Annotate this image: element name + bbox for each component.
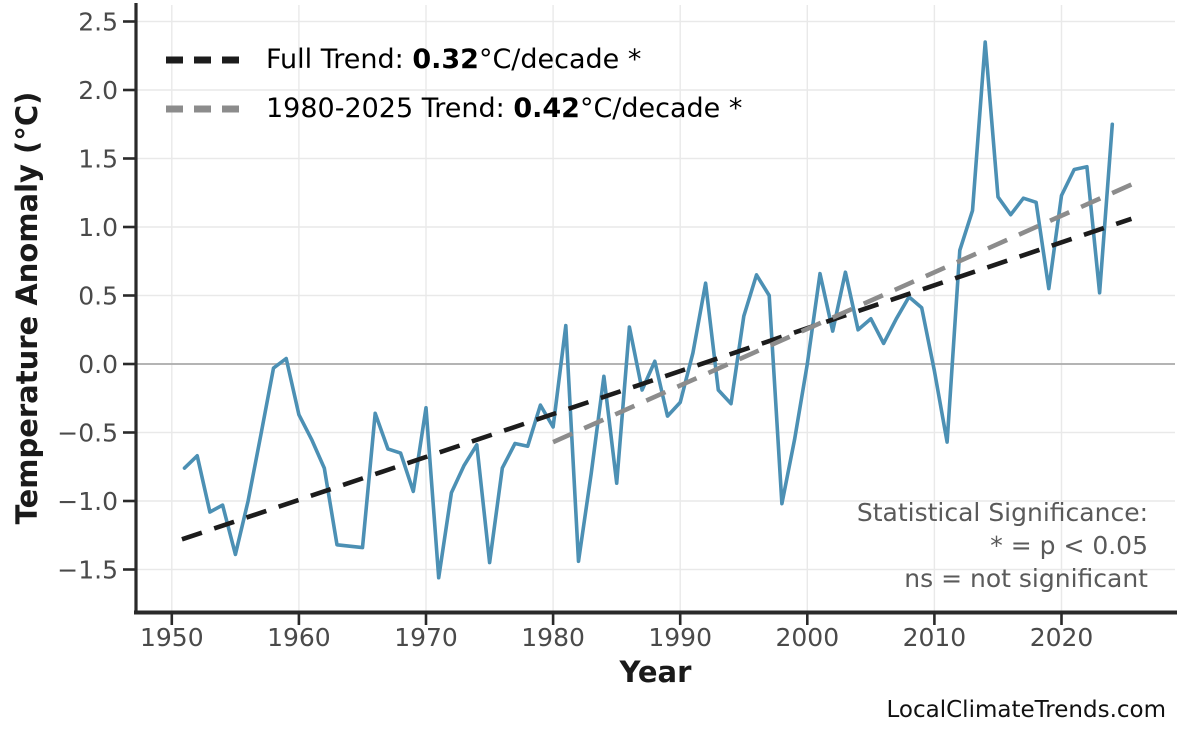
x-tick-label: 1950 (140, 623, 204, 652)
full-trend-line (181, 216, 1133, 542)
x-tick-label: 1990 (648, 623, 712, 652)
x-axis-title: Year (619, 655, 692, 689)
legend-label-full-trend: Full Trend: 0.32°C/decade * (266, 44, 641, 76)
y-axis-title: Temperature Anomaly (°C) (10, 91, 44, 525)
legend-label-recent-trend: 1980-2025 Trend: 0.42°C/decade * (266, 93, 742, 125)
x-tick-label: 2010 (903, 623, 967, 652)
y-tick-label: 0.0 (78, 350, 118, 379)
x-tick-label: 1970 (394, 623, 458, 652)
x-tick-label: 1980 (521, 623, 585, 652)
legend-full-trend-prefix: Full Trend: (266, 44, 413, 75)
legend-recent-trend-prefix: 1980-2025 Trend: (266, 93, 514, 124)
y-tick-label: 1.0 (78, 213, 118, 242)
recent-trend-line (552, 182, 1133, 445)
legend-full-trend-suffix: °C/decade * (478, 44, 642, 75)
y-tick-label: 2.5 (78, 8, 118, 37)
y-tick-label: 2.0 (78, 76, 118, 105)
x-tick-label: 1960 (267, 623, 331, 652)
x-tick-label: 2020 (1030, 623, 1094, 652)
x-tick-label: 2000 (775, 623, 839, 652)
y-tick-label: −1.5 (57, 556, 118, 585)
recent-trend-dash-sample (166, 105, 240, 113)
temperature-anomaly-line (182, 40, 1115, 580)
legend-full-trend-value: 0.32 (412, 44, 479, 75)
legend-recent-trend-suffix: °C/decade * (579, 93, 743, 124)
legend-recent-trend-value: 0.42 (513, 93, 580, 124)
y-tick-label: 1.5 (78, 145, 118, 174)
watermark-text: LocalClimateTrends.com (886, 697, 1166, 723)
legend-item-recent-trend: 1980-2025 Trend: 0.42°C/decade * (164, 93, 742, 125)
statistical-significance-note: Statistical Significance: * = p < 0.05 n… (857, 496, 1148, 595)
legend-item-full-trend: Full Trend: 0.32°C/decade * (164, 44, 641, 76)
stat-note-line-3: ns = not significant (904, 564, 1148, 593)
y-tick-label: −1.0 (57, 487, 118, 516)
y-tick-label: −0.5 (57, 419, 118, 448)
full-trend-dash-sample (166, 56, 240, 64)
stat-note-line-1: Statistical Significance: (856, 498, 1148, 527)
stat-note-line-2: * = p < 0.05 (990, 531, 1148, 560)
y-tick-label: 0.5 (78, 282, 118, 311)
